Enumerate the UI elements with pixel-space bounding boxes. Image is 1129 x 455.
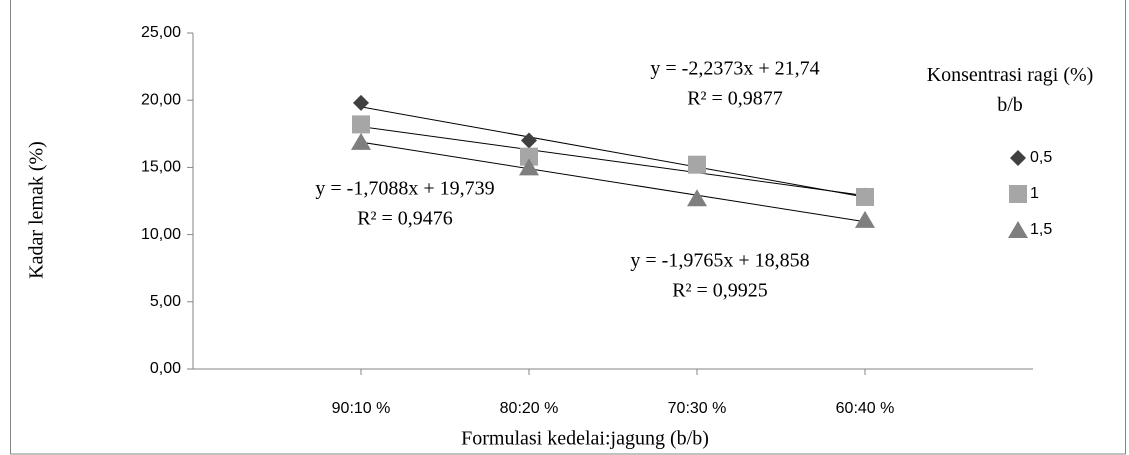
legend-label: 1,5 xyxy=(1030,221,1052,238)
point xyxy=(353,94,369,111)
legend-marker xyxy=(1010,150,1026,166)
trendline-r2: R² = 0,9476 xyxy=(357,208,453,230)
trendline xyxy=(360,126,866,197)
chart-frame xyxy=(10,0,1126,455)
point xyxy=(687,189,707,207)
y-axis-label: Kadar lemak (%) xyxy=(26,141,48,279)
y-tick-label: 25,00 xyxy=(141,24,181,41)
x-tick-label: 90:10 % xyxy=(332,400,391,417)
legend-marker xyxy=(1008,221,1028,238)
x-axis-label: Formulasi kedelai:jagung (b/b) xyxy=(461,428,709,450)
y-tick-label: 20,00 xyxy=(141,91,181,108)
x-tick-label: 70:30 % xyxy=(668,400,727,417)
trendline-equation: y = -2,2373x + 21,74 xyxy=(650,58,819,80)
trendline xyxy=(360,106,866,198)
y-tick-label: 0,00 xyxy=(150,360,181,377)
point xyxy=(521,132,537,149)
trendline xyxy=(360,141,866,223)
trendline-r2: R² = 0,9877 xyxy=(687,88,783,110)
trendline-r2: R² = 0,9925 xyxy=(672,280,768,302)
legend-label: 1 xyxy=(1030,185,1039,202)
legend-marker xyxy=(1009,185,1027,203)
y-tick-label: 10,00 xyxy=(141,226,181,243)
legend-label: 0,5 xyxy=(1030,149,1052,166)
y-tick-label: 15,00 xyxy=(141,159,181,176)
point xyxy=(519,158,539,176)
x-tick-label: 60:40 % xyxy=(836,400,895,417)
point xyxy=(688,155,706,174)
trendline-equation: y = -1,9765x + 18,858 xyxy=(630,250,809,272)
trendline-equation: y = -1,7088x + 19,739 xyxy=(315,178,494,200)
point xyxy=(520,147,538,166)
x-tick-label: 80:20 % xyxy=(500,400,559,417)
point xyxy=(855,210,875,228)
point xyxy=(352,115,370,134)
y-tick-label: 5,00 xyxy=(150,293,181,310)
point xyxy=(351,132,371,150)
point xyxy=(856,187,874,206)
legend-title: Konsentrasi ragi (%) b/b xyxy=(926,64,1094,116)
